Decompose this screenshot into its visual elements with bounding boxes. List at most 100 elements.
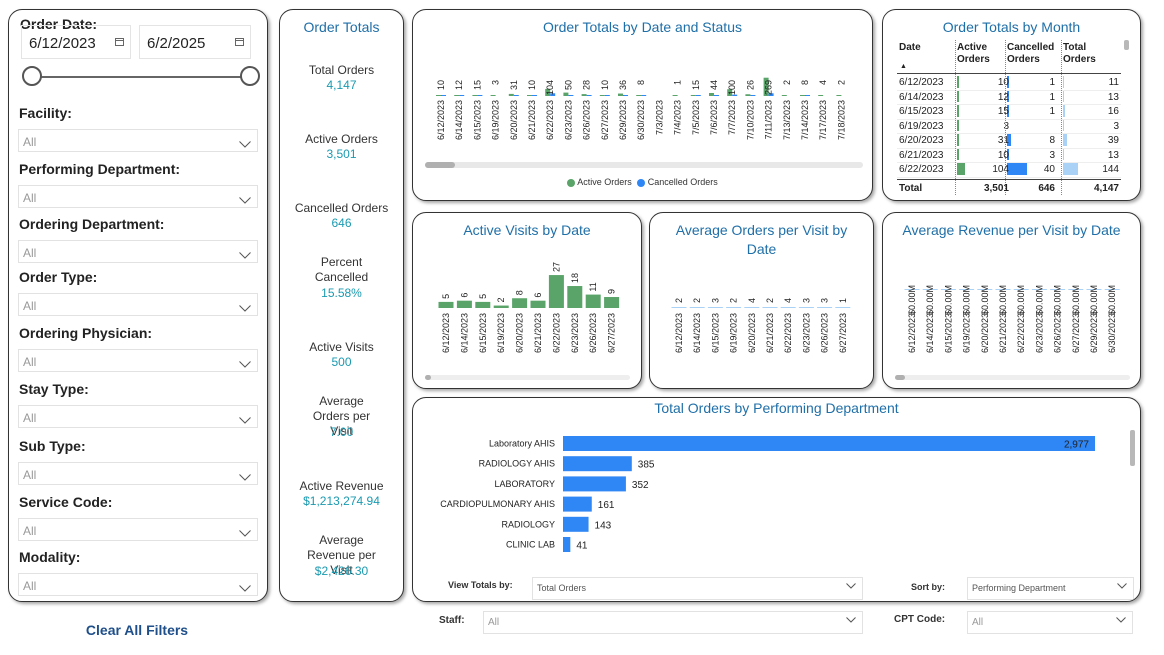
bar[interactable] (493, 305, 509, 308)
date-slider-start-handle[interactable] (22, 66, 42, 86)
clear-all-filters-button[interactable]: Clear All Filters (85, 622, 189, 638)
filter-dropdown[interactable]: All (18, 240, 258, 263)
table-scrollbar[interactable] (1124, 40, 1129, 50)
bar-active[interactable] (454, 95, 460, 96)
bar[interactable] (456, 300, 472, 308)
calendar-icon[interactable] (115, 37, 124, 46)
bar-cancelled[interactable] (604, 95, 610, 96)
scrollbar-thumb[interactable] (895, 375, 905, 380)
bar[interactable] (563, 516, 589, 532)
horizontal-scrollbar[interactable] (425, 162, 863, 168)
bar[interactable] (798, 307, 814, 308)
filter-dropdown[interactable]: All (18, 349, 258, 372)
filter-dropdown[interactable]: All (18, 129, 258, 152)
bar-cancelled[interactable] (586, 95, 592, 96)
date-slider-end-handle[interactable] (240, 66, 260, 86)
bar[interactable] (585, 294, 601, 308)
bar-cancelled[interactable] (732, 94, 738, 96)
bar[interactable] (567, 286, 583, 308)
end-date-input[interactable]: 6/2/2025 (139, 25, 251, 59)
bar-active[interactable] (508, 93, 514, 96)
bar-active[interactable] (563, 92, 569, 96)
bar[interactable] (977, 289, 993, 290)
bar-active[interactable] (490, 95, 496, 96)
bar-active[interactable] (763, 77, 769, 96)
scrollbar-thumb[interactable] (425, 162, 455, 168)
bar-active[interactable] (800, 95, 805, 96)
bar[interactable] (904, 289, 920, 290)
start-date-input[interactable]: 6/12/2023 (21, 25, 131, 59)
bar-active[interactable] (781, 95, 787, 96)
bar[interactable] (1013, 289, 1029, 290)
bar[interactable] (438, 301, 454, 308)
filter-dropdown[interactable]: All (18, 185, 258, 208)
bar[interactable] (762, 307, 778, 308)
bar[interactable] (1068, 289, 1084, 290)
filter-dropdown[interactable]: All (18, 518, 258, 541)
bar-active[interactable] (472, 94, 478, 96)
bar[interactable] (563, 496, 592, 512)
bar[interactable] (780, 307, 796, 308)
bar-cancelled[interactable] (550, 93, 556, 96)
bar[interactable] (604, 297, 620, 308)
bar[interactable] (563, 476, 626, 492)
bar[interactable] (563, 537, 571, 552)
bar[interactable] (512, 298, 528, 308)
bar-active[interactable] (690, 94, 696, 96)
sort-by-dropdown[interactable]: Performing Department (967, 577, 1134, 600)
bar[interactable] (1104, 289, 1120, 290)
cpt-code-dropdown[interactable]: All (967, 611, 1133, 634)
bar[interactable] (1031, 289, 1047, 290)
bar-cancelled[interactable] (750, 95, 756, 96)
bar[interactable] (995, 289, 1011, 290)
bar-active[interactable] (436, 95, 441, 96)
bar-active[interactable] (727, 89, 733, 96)
staff-dropdown[interactable]: All (483, 611, 863, 634)
filter-dropdown[interactable]: All (18, 293, 258, 316)
filter-dropdown[interactable]: All (18, 573, 258, 596)
bar-cancelled[interactable] (714, 95, 719, 96)
bar-active[interactable] (672, 95, 678, 96)
bar[interactable] (744, 307, 760, 308)
bar-cancelled[interactable] (641, 95, 647, 96)
table-header[interactable]: Date (899, 42, 921, 53)
table-header[interactable]: Cancelled Orders (1007, 42, 1055, 65)
bar[interactable] (563, 436, 1095, 451)
bar-cancelled[interactable] (513, 95, 519, 96)
bar-cancelled[interactable] (459, 95, 465, 96)
bar-active[interactable] (527, 95, 532, 96)
bar-active[interactable] (581, 94, 587, 96)
filter-dropdown[interactable]: All (18, 405, 258, 428)
bar-cancelled[interactable] (805, 95, 810, 96)
bar-active[interactable] (709, 93, 714, 96)
bar[interactable] (1050, 289, 1066, 290)
bar-active[interactable] (618, 93, 623, 96)
bar[interactable] (548, 275, 564, 308)
calendar-icon[interactable] (235, 37, 244, 46)
view-totals-dropdown[interactable]: Total Orders (532, 577, 863, 600)
bar-active[interactable] (599, 95, 605, 96)
bar[interactable] (817, 307, 833, 308)
bar[interactable] (475, 301, 491, 308)
bar-cancelled[interactable] (623, 95, 628, 96)
date-slider-track[interactable] (33, 76, 251, 78)
bar-cancelled[interactable] (441, 95, 446, 96)
bar[interactable] (835, 307, 851, 308)
bar[interactable] (922, 289, 938, 290)
bar[interactable] (671, 307, 687, 308)
bar[interactable] (940, 289, 956, 290)
scrollbar-thumb[interactable] (425, 375, 431, 380)
bar-cancelled[interactable] (568, 95, 574, 96)
bar-cancelled[interactable] (768, 93, 774, 96)
table-header[interactable]: Active Orders (957, 42, 990, 65)
sort-ascending-icon[interactable]: ▲ (900, 63, 907, 70)
bar[interactable] (959, 289, 975, 290)
bar-cancelled[interactable] (532, 95, 537, 96)
bar-active[interactable] (636, 95, 642, 96)
bar-active[interactable] (545, 88, 551, 96)
bar[interactable] (563, 456, 632, 472)
bar-active[interactable] (745, 94, 751, 96)
bar-cancelled[interactable] (695, 95, 701, 96)
bar[interactable] (689, 307, 705, 308)
bar-active[interactable] (836, 95, 842, 96)
